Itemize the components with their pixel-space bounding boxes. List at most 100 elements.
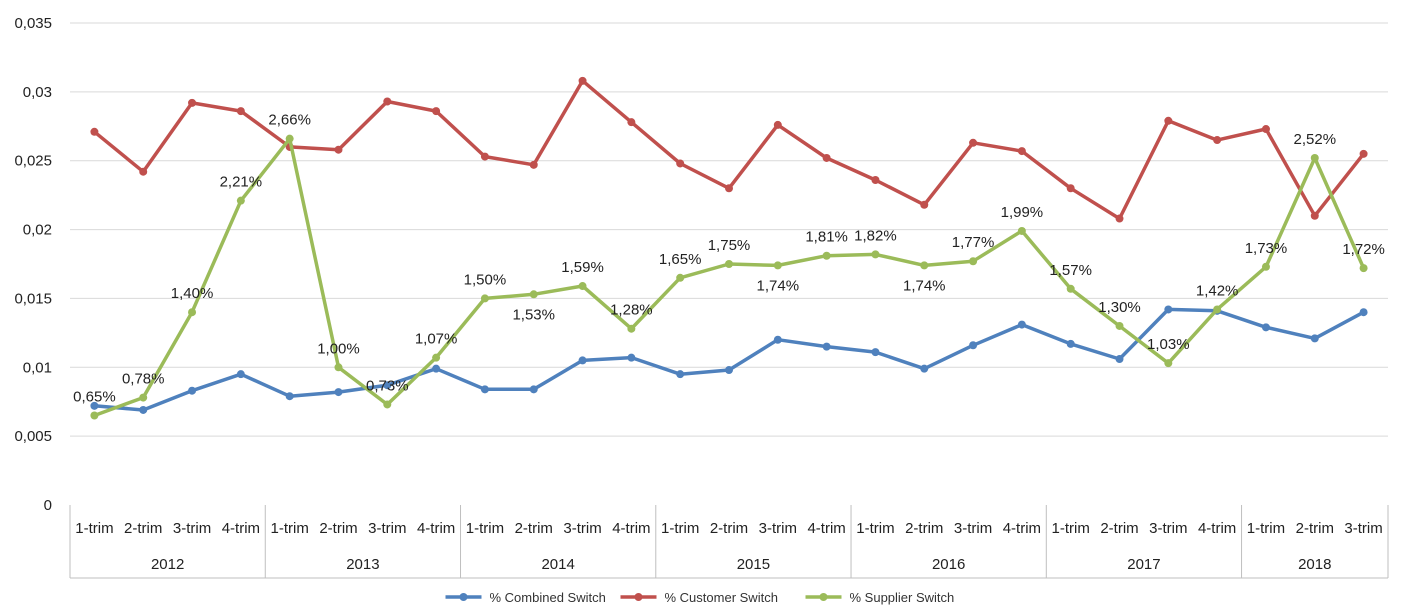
x-tick-label: 4-trim <box>1198 520 1236 537</box>
data-point <box>1261 262 1270 271</box>
legend-swatch-marker <box>634 593 643 601</box>
data-point <box>725 260 733 268</box>
x-tick-label: 2-trim <box>905 520 943 537</box>
data-point <box>1310 153 1319 162</box>
series-line <box>93 79 1365 221</box>
y-tick-label: 0,015 <box>14 290 52 307</box>
data-label: 1,73% <box>1245 240 1288 257</box>
data-point <box>432 353 441 362</box>
data-point <box>90 411 99 420</box>
x-tick-label: 1-trim <box>466 520 504 537</box>
data-point <box>1359 308 1368 317</box>
y-tick-label: 0,025 <box>14 153 52 170</box>
year-label: 2012 <box>151 556 184 573</box>
data-point <box>529 290 538 299</box>
data-point <box>334 388 343 397</box>
data-point <box>188 308 197 317</box>
x-tick-label: 4-trim <box>1003 520 1041 537</box>
data-label: 1,65% <box>659 251 702 268</box>
data-label: 0,65% <box>73 388 116 405</box>
x-tick-label: 1-trim <box>1247 520 1285 537</box>
data-point <box>822 153 831 162</box>
data-point <box>236 107 245 116</box>
data-point <box>871 250 880 259</box>
data-point <box>480 152 489 161</box>
data-label: 2,66% <box>268 112 311 129</box>
data-point <box>871 175 880 184</box>
data-point <box>1359 264 1368 273</box>
x-tick-label: 3-trim <box>1344 520 1382 537</box>
year-label: 2014 <box>541 556 574 573</box>
data-point <box>529 160 538 169</box>
data-point <box>432 107 441 116</box>
data-point <box>236 370 245 379</box>
data-point <box>1359 149 1368 158</box>
data-point <box>1310 334 1319 343</box>
data-point <box>676 159 685 168</box>
data-point <box>1261 323 1270 332</box>
year-label: 2013 <box>346 556 379 573</box>
data-point <box>969 341 978 350</box>
data-point <box>529 385 538 394</box>
data-point <box>773 335 782 344</box>
legend-label: % Combined Switch <box>490 590 606 605</box>
data-point <box>822 342 831 351</box>
data-point <box>1115 321 1124 330</box>
x-tick-label: 2-trim <box>1100 520 1138 537</box>
data-label: 1,28% <box>610 302 653 319</box>
data-point <box>139 405 148 414</box>
data-label: 1,42% <box>1196 282 1239 299</box>
data-point <box>383 97 392 106</box>
x-tick-label: 2-trim <box>515 520 553 537</box>
year-label: 2015 <box>737 556 770 573</box>
year-label: 2016 <box>932 556 965 573</box>
data-point <box>480 294 489 303</box>
data-point <box>139 167 148 176</box>
data-point <box>1310 211 1319 220</box>
data-point <box>578 282 587 291</box>
data-point <box>920 261 929 270</box>
data-point <box>334 145 343 154</box>
x-tick-label: 3-trim <box>173 520 211 537</box>
data-label: 0,73% <box>366 377 409 394</box>
data-point <box>236 196 245 205</box>
y-axis: 0 0,005 0,01 0,015 0,02 0,025 0,03 0,035 <box>14 15 52 514</box>
legend-label: % Customer Switch <box>665 590 778 605</box>
data-point <box>480 385 489 394</box>
data-point <box>627 324 636 333</box>
data-point <box>334 363 343 372</box>
x-tick-label: 1-trim <box>661 520 699 537</box>
data-label: 0,78% <box>122 371 165 388</box>
data-point <box>1213 136 1222 145</box>
data-point <box>676 370 685 379</box>
data-point <box>1017 226 1026 235</box>
data-label: 1,99% <box>1001 204 1044 221</box>
data-label: 2,21% <box>220 174 263 191</box>
y-tick-label: 0 <box>44 497 52 514</box>
data-point <box>676 273 685 282</box>
data-label: 1,40% <box>171 285 214 302</box>
data-point <box>90 127 99 136</box>
data-point <box>578 76 587 85</box>
data-label: 1,53% <box>512 306 555 323</box>
data-point <box>920 200 929 209</box>
data-point <box>725 366 733 375</box>
data-label: 1,00% <box>317 340 360 357</box>
x-axis: 1-trim 2-trim 3-trim 4-trim 1-trim 2-trim 3-tr… <box>69 505 1389 579</box>
data-point <box>1066 184 1075 193</box>
data-point <box>920 364 929 373</box>
data-point <box>139 393 148 402</box>
year-label: 2017 <box>1127 556 1160 573</box>
data-point <box>1115 214 1124 223</box>
data-label: 1,77% <box>952 234 995 251</box>
data-point <box>383 381 392 390</box>
data-label: 1,07% <box>415 331 458 348</box>
data-label: 1,75% <box>708 237 751 254</box>
data-point <box>90 401 99 410</box>
data-label: 1,74% <box>757 277 800 294</box>
data-label: 1,59% <box>561 259 604 276</box>
x-tick-label: 3-trim <box>759 520 797 537</box>
data-point <box>188 98 197 107</box>
x-tick-label: 1-trim <box>271 520 309 537</box>
